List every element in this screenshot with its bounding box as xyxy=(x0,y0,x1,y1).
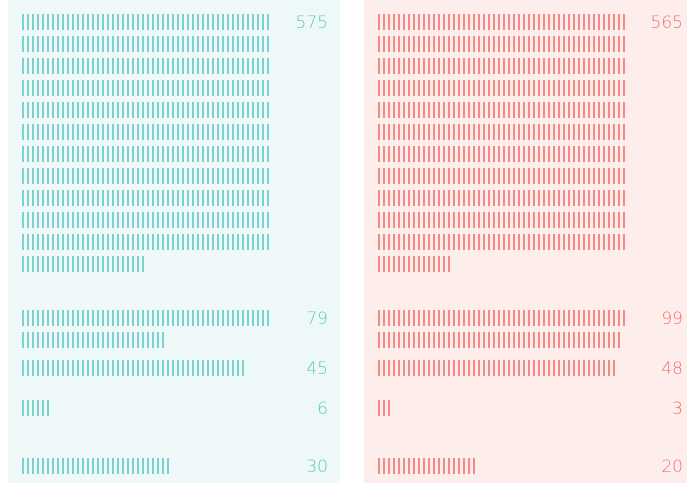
tally-group xyxy=(22,400,49,416)
tally-group xyxy=(378,360,615,376)
tally-group xyxy=(378,310,625,348)
count-label: 30 xyxy=(306,457,328,477)
tally-group xyxy=(378,458,475,474)
count-label: 99 xyxy=(661,309,683,329)
tally-group xyxy=(22,360,244,376)
panel-background xyxy=(364,0,687,483)
tally-group xyxy=(22,14,269,272)
tally-group xyxy=(22,458,169,474)
tally-group xyxy=(378,400,390,416)
tally-group xyxy=(22,310,269,348)
count-label: 20 xyxy=(661,457,683,477)
count-label: 79 xyxy=(306,309,328,329)
count-label: 48 xyxy=(661,359,683,379)
count-label: 6 xyxy=(317,399,328,419)
count-label: 575 xyxy=(296,13,328,33)
count-label: 45 xyxy=(306,359,328,379)
count-label: 3 xyxy=(672,399,683,419)
tally-group xyxy=(378,14,625,272)
count-label: 565 xyxy=(651,13,683,33)
